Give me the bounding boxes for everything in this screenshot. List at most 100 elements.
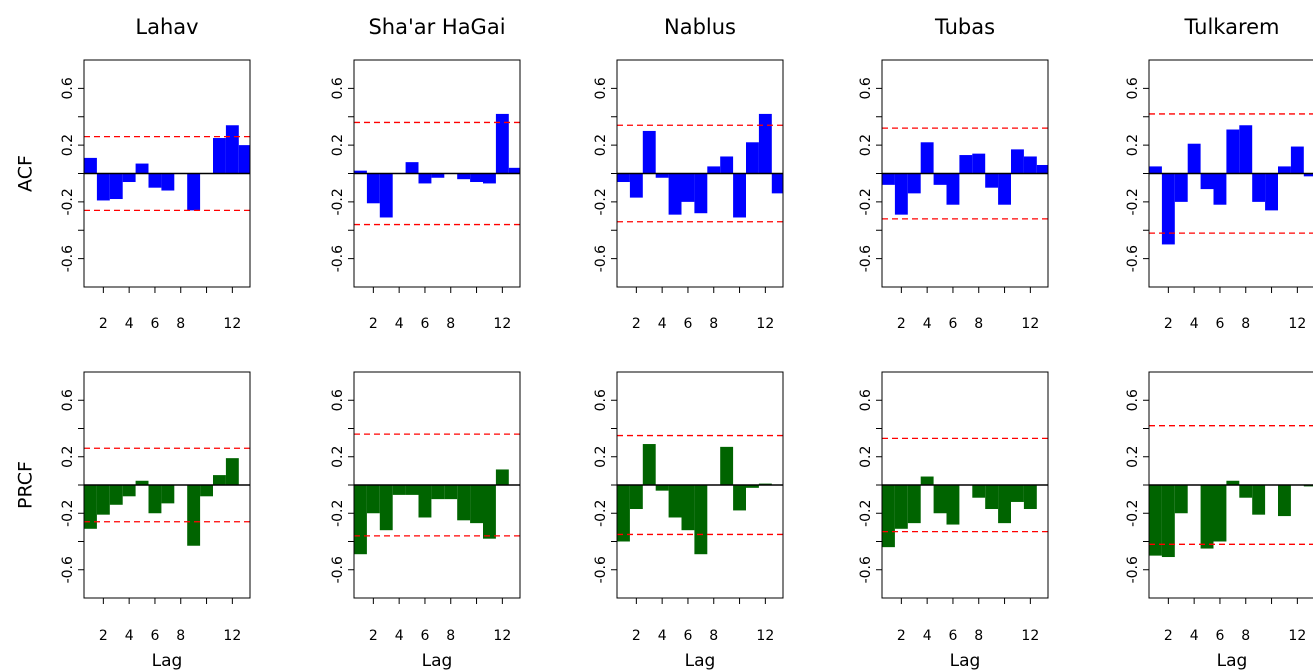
bar-lag-4 [1187,143,1201,174]
bar-lag-2 [1161,485,1175,558]
bar-lag-9 [187,485,201,546]
x-tick-label: 4 [125,628,134,644]
x-tick-label: 2 [99,628,108,644]
bar-lag-2 [629,173,643,198]
bar-lag-6 [1213,173,1227,205]
y-tick-label: -0.2 [593,500,609,527]
x-tick-label: 6 [948,316,957,332]
y-tick-label: -0.6 [593,556,609,583]
bar-lag-4 [655,485,669,491]
y-tick-label: -0.2 [330,188,346,215]
bar-lag-1 [617,173,630,183]
y-tick-label: 0.2 [593,446,609,468]
bar-lag-4 [920,142,934,174]
x-tick-label: 6 [683,628,692,644]
bar-lag-11 [746,485,759,488]
bar-lag-12 [1023,156,1037,174]
bar-lag-1 [1149,166,1162,174]
bar-lag-7 [694,485,708,555]
bar-lag-5 [668,173,682,215]
x-tick-label: 8 [974,628,983,644]
y-tick-label: 0.2 [330,134,346,156]
bar-lag-8 [707,166,721,174]
bar-lag-5 [933,173,947,185]
chart-panel-prcf-1: -0.6 -0.2 0.2 0.6 2 4 6 8 12 Lag PRCF [15,371,251,671]
chart-panel-acf-5: -0.6 -0.2 0.2 0.6 2 4 6 8 12 Tulkarem [1125,15,1313,332]
bar-lag-2 [894,485,908,529]
x-axis-label: Lag [422,651,453,671]
bar-lag-5 [1200,485,1214,549]
y-tick-label: 0.6 [593,389,609,411]
bar-lag-2 [1161,173,1175,245]
x-tick-label: 6 [683,316,692,332]
y-tick-label: -0.6 [60,245,76,272]
x-tick-label: 4 [923,316,932,332]
y-tick-label: -0.6 [330,556,346,583]
chart-panel-acf-2: -0.6 -0.2 0.2 0.6 2 4 6 8 12 Sha'ar HaGai [330,15,521,332]
bar-lag-3 [642,444,656,485]
bar-lag-10 [998,173,1011,205]
y-tick-label: 0.6 [60,77,76,99]
bar-lag-12 [758,113,772,174]
bar-lag-1 [617,485,630,542]
panel-title: Tubas [934,15,995,39]
panel-title: Tulkarem [1184,15,1280,39]
y-tick-label: -0.2 [858,500,874,527]
x-tick-label: 6 [150,316,159,332]
bar-lag-10 [470,173,483,183]
bar-lag-13 [1303,173,1313,177]
bar-lag-2 [894,173,908,215]
x-axis-label: Lag [950,651,981,671]
y-tick-label: -0.2 [60,188,76,215]
bar-lag-5 [405,485,419,495]
bar-lag-1 [882,485,895,548]
x-tick-label: 8 [709,628,718,644]
x-tick-label: 4 [125,316,134,332]
x-axis-label: Lag [685,651,716,671]
x-tick-label: 8 [1241,628,1250,644]
y-tick-label: 0.2 [858,446,874,468]
bar-lag-9 [457,173,471,180]
bar-lag-1 [84,485,97,529]
bar-lag-4 [392,485,406,495]
chart-panel-prcf-5: -0.6 -0.2 0.2 0.6 2 4 6 8 12 Lag [1125,371,1313,671]
bar-lag-1 [354,485,367,555]
x-tick-label: 2 [369,628,378,644]
x-tick-label: 2 [632,316,641,332]
x-tick-label: 12 [1021,628,1039,644]
panel-title: Lahav [135,15,198,39]
x-tick-label: 8 [176,628,185,644]
bar-lag-6 [418,485,432,518]
bar-lag-6 [681,173,695,202]
y-axis-label: ACF [15,155,37,192]
x-tick-label: 12 [756,316,774,332]
bar-lag-6 [148,485,162,514]
bar-lag-5 [1200,173,1214,190]
x-tick-label: 8 [176,316,185,332]
x-tick-label: 4 [395,628,404,644]
y-tick-label: 0.6 [858,389,874,411]
bar-lag-13 [1036,164,1048,174]
x-tick-label: 12 [1288,628,1306,644]
bar-lag-10 [470,485,483,524]
bar-lag-7 [1226,129,1240,174]
bar-lag-11 [746,142,759,174]
y-tick-label: -0.6 [1125,245,1141,272]
bar-lag-6 [418,173,432,184]
x-tick-label: 4 [658,628,667,644]
bar-lag-9 [187,173,201,211]
bar-lag-4 [122,485,136,497]
y-tick-label: 0.6 [1125,389,1141,411]
x-tick-label: 12 [756,628,774,644]
y-tick-label: 0.6 [330,389,346,411]
x-tick-label: 8 [709,316,718,332]
x-axis-label: Lag [1217,651,1248,671]
bar-lag-9 [457,485,471,521]
bar-lag-8 [1239,485,1253,498]
chart-panel-prcf-3: -0.6 -0.2 0.2 0.6 2 4 6 8 12 Lag [593,371,784,671]
bar-lag-6 [946,173,960,205]
x-tick-label: 4 [395,316,404,332]
bar-lag-11 [1278,485,1291,517]
bar-lag-13 [238,145,250,174]
bar-lag-9 [1252,485,1266,515]
